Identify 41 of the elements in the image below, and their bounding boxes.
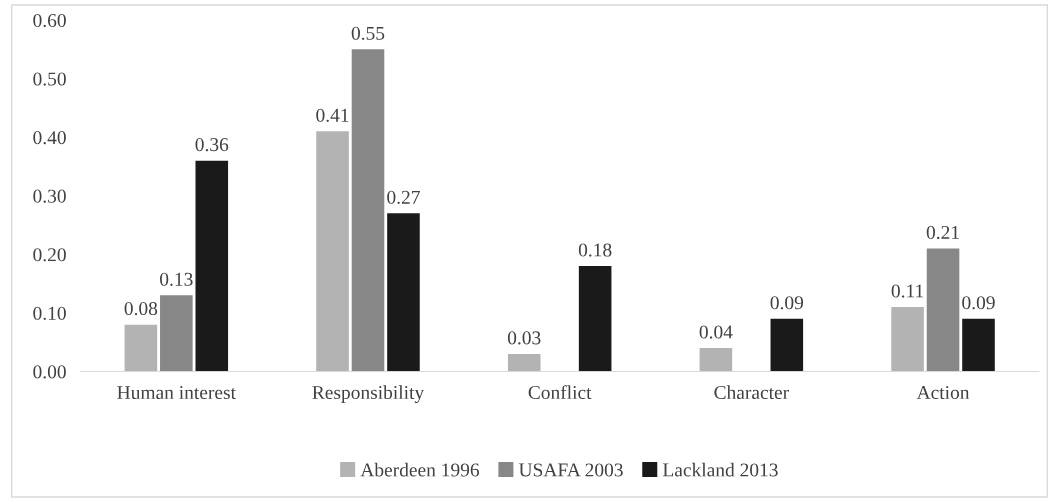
bar (316, 131, 349, 372)
bar (124, 324, 158, 372)
data-label: 0.09 (962, 296, 995, 310)
legend-label: Aberdeen 1996 (360, 462, 480, 477)
y-tick-label: 0.60 (33, 13, 66, 28)
data-label: 0.27 (387, 190, 420, 204)
bar (195, 160, 229, 372)
x-tick-label: Human interest (117, 385, 236, 400)
bar (578, 266, 612, 372)
legend-label: Lackland 2013 (662, 462, 778, 477)
data-label: 0.36 (195, 138, 229, 152)
bar (351, 49, 385, 372)
y-tick-label: 0.40 (33, 131, 66, 145)
bar (160, 295, 193, 372)
bar (926, 248, 960, 372)
bar (770, 318, 804, 372)
data-label: 0.03 (507, 331, 541, 345)
x-tick-label: Conflict (528, 385, 592, 400)
y-tick-label: 0.20 (33, 248, 66, 262)
bar (699, 348, 733, 372)
y-tick-label: 0.50 (33, 72, 66, 86)
legend-label: USAFA 2003 (518, 463, 623, 477)
data-label: 0.09 (770, 296, 804, 310)
data-label: 0.13 (160, 272, 193, 286)
x-tick-label: Responsibility (312, 385, 425, 404)
y-tick-label: 0.00 (33, 365, 66, 379)
data-label: 0.21 (926, 225, 959, 240)
bar (387, 213, 420, 372)
data-label: 0.55 (351, 26, 385, 40)
data-label: 0.18 (578, 243, 612, 257)
bar (962, 318, 995, 372)
bar (891, 307, 924, 372)
bar (507, 353, 541, 372)
y-tick-label: 0.10 (33, 306, 66, 320)
y-tick-label: 0.30 (33, 189, 66, 203)
x-tick-label: Character (714, 385, 789, 400)
data-label: 0.08 (124, 302, 158, 316)
x-tick-label: Action (916, 385, 970, 400)
data-label: 0.11 (891, 284, 924, 298)
data-label: 0.04 (699, 325, 733, 339)
data-label: 0.41 (316, 108, 349, 122)
